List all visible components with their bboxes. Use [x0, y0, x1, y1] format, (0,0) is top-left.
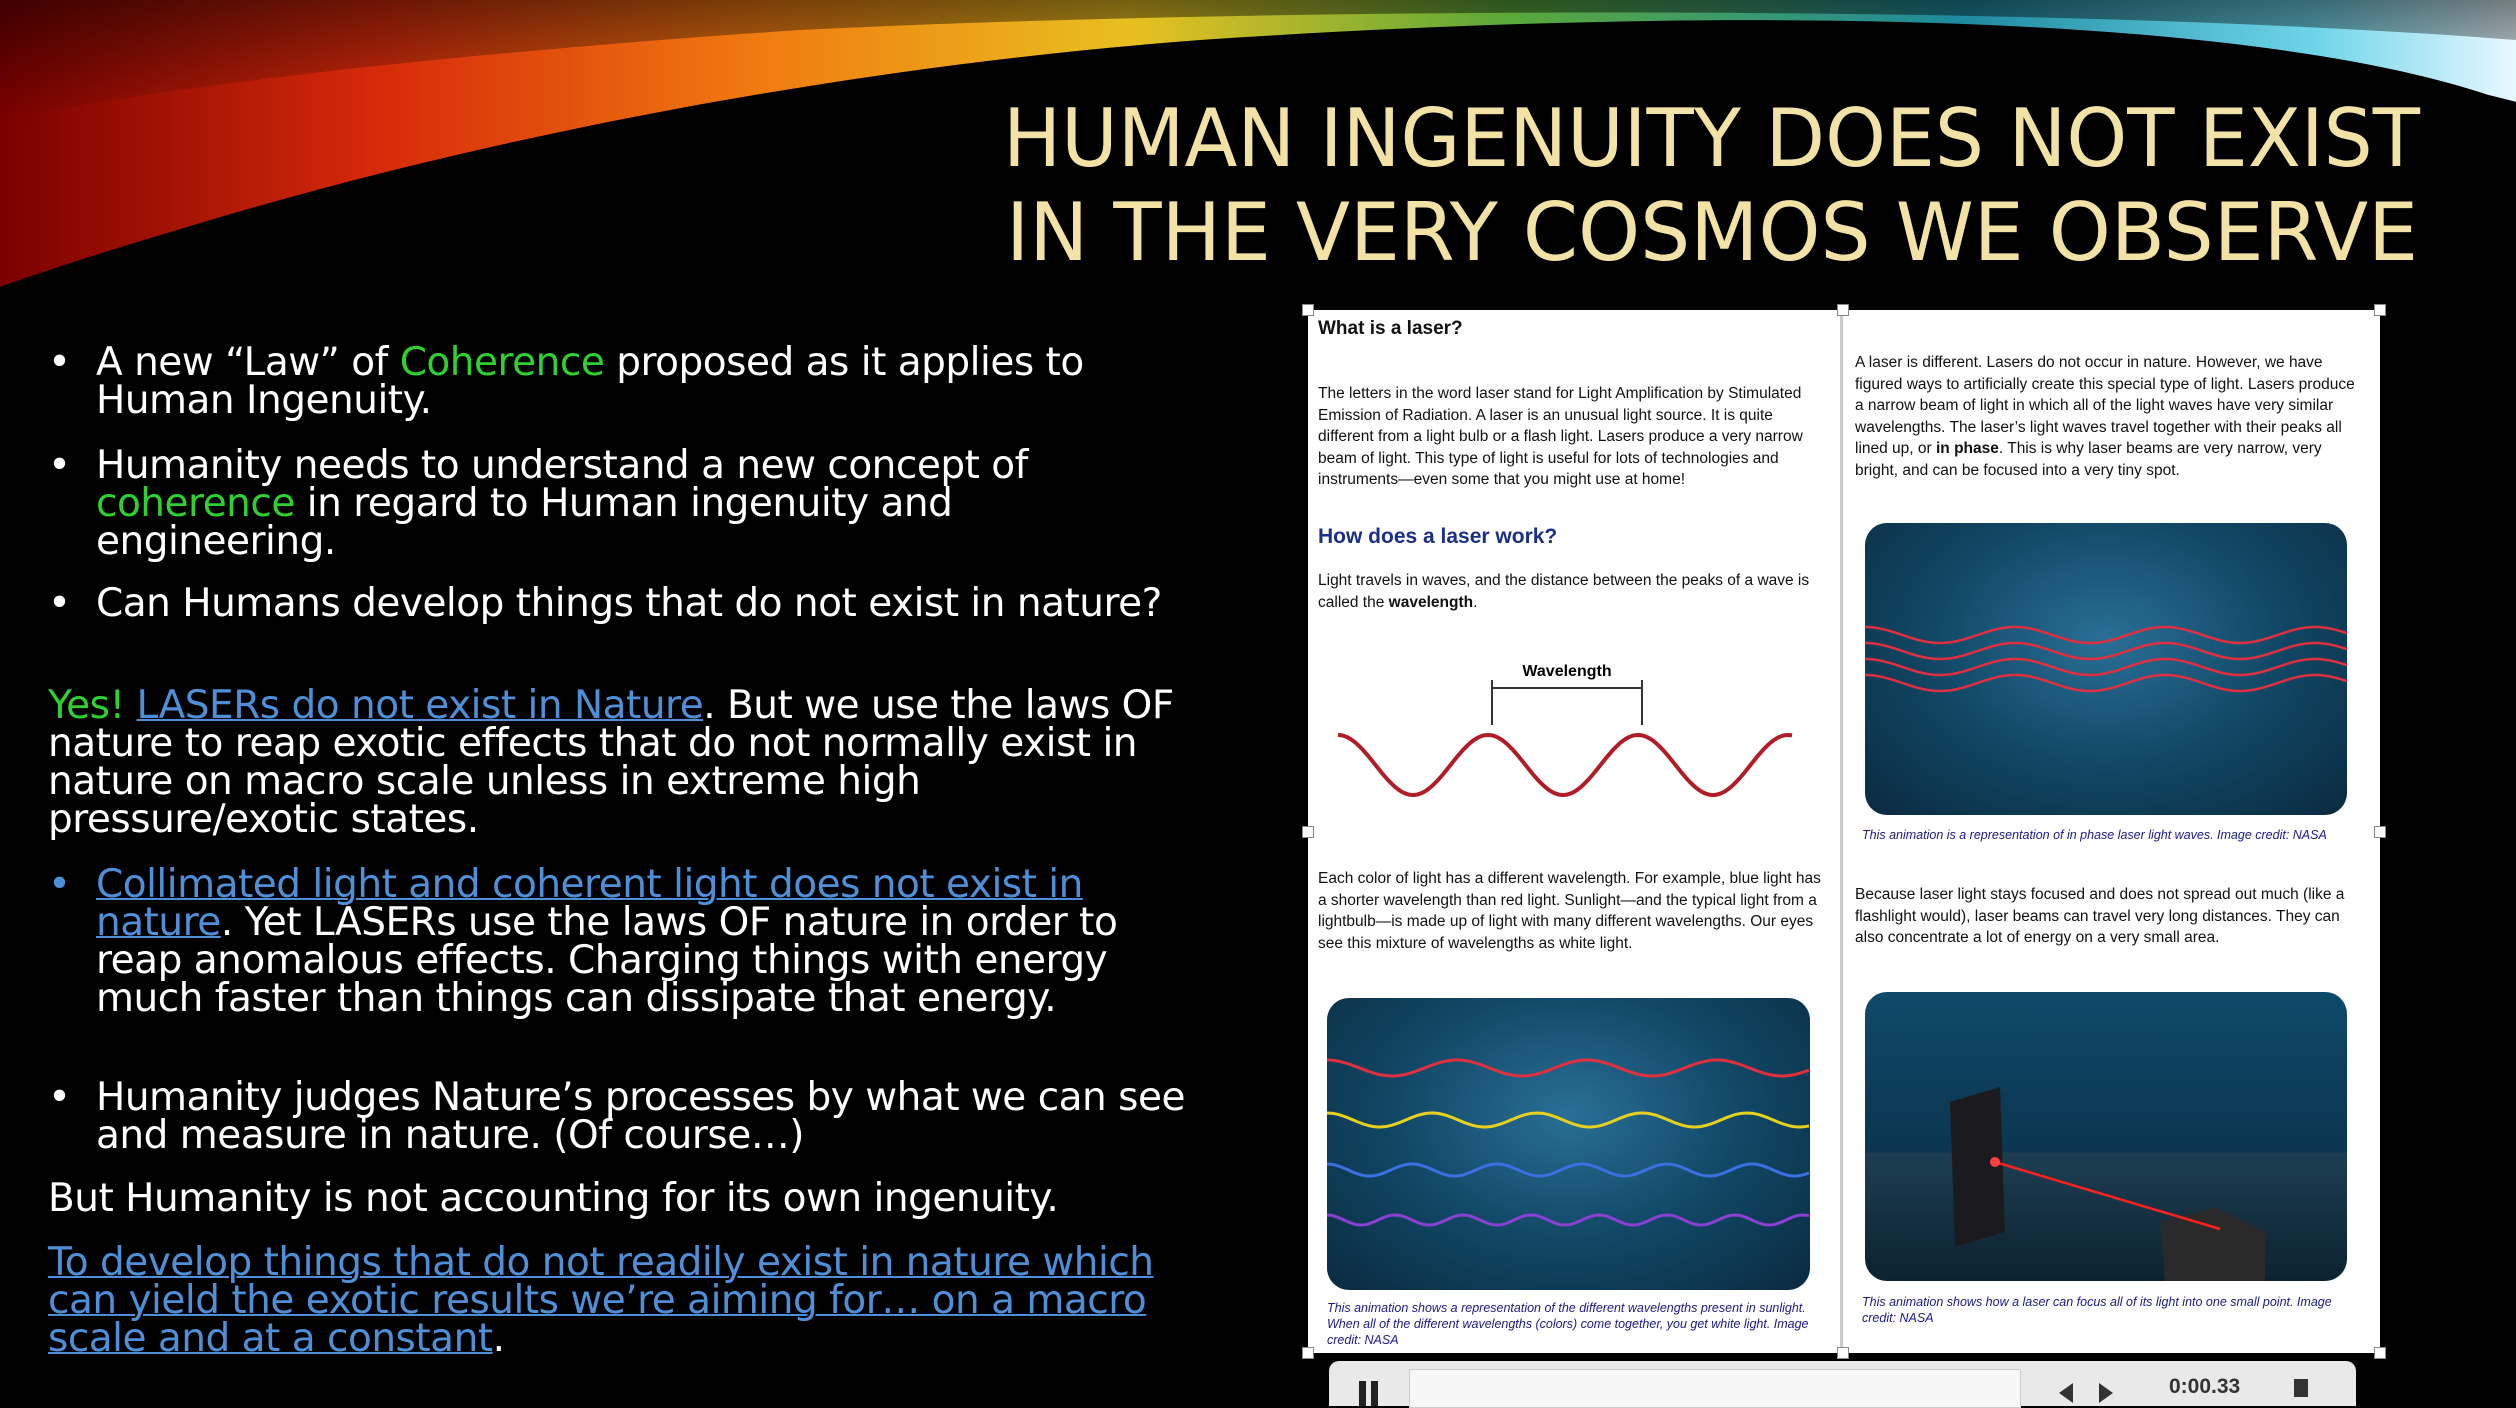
text-run: Humanity needs to understand a new conce… — [96, 443, 1028, 488]
wave — [1326, 1111, 1810, 1129]
article-heading: What is a laser? — [1318, 318, 1463, 339]
volume-button[interactable] — [2294, 1379, 2308, 1397]
text-run: . — [492, 1316, 505, 1361]
bullet: Humanity judges Nature’s processes by wh… — [48, 1078, 1196, 1155]
text-link[interactable]: Collimated light and coherent light does… — [96, 862, 1083, 945]
bullet: Collimated light and coherent light does… — [48, 865, 1196, 1021]
bullet: Can Humans develop things that do not ex… — [48, 584, 1196, 623]
article-text: The letters in the word laser stand for … — [1318, 385, 1803, 488]
wave — [1326, 1213, 1810, 1227]
text-run: . But we use the laws OF nature to reap … — [48, 683, 1174, 842]
paragraph: But Humanity is not accounting for its o… — [48, 1179, 1198, 1218]
article-subheading: How does a laser work? — [1318, 525, 1558, 548]
wave — [1337, 732, 1793, 797]
resize-handle[interactable] — [1302, 826, 1314, 838]
diagram-label: Wavelength — [1522, 663, 1611, 680]
text-run: Yes! — [48, 683, 137, 728]
resize-handle[interactable] — [2374, 826, 2386, 838]
image-caption: This animation shows a representation of… — [1327, 1301, 1809, 1347]
text-run: Can Humans develop things that do not ex… — [96, 581, 1162, 626]
wave — [1327, 1058, 1810, 1078]
paragraph: To develop things that do not readily ex… — [48, 1243, 1198, 1361]
resize-handle[interactable] — [2374, 1347, 2386, 1359]
text-link[interactable]: LASERs do not exist in Nature — [136, 683, 704, 728]
text-run: . — [1473, 593, 1478, 611]
wave-animation — [1865, 625, 2348, 693]
wave — [1865, 673, 2348, 693]
article-text: Light travels in waves, and the distance… — [1318, 570, 1826, 613]
bullet: Humanity needs to understand a new conce… — [48, 446, 1196, 564]
text-run: A new “Law” of — [96, 340, 400, 385]
text-run: A laser is different. Lasers do not occu… — [1855, 354, 2355, 457]
wave-animation — [1326, 1058, 1810, 1227]
bullet: A new “Law” of Coherence proposed as it … — [48, 343, 1196, 420]
text-run: Coherence — [399, 340, 605, 385]
article-text: Each color of light has a different wave… — [1318, 870, 1821, 952]
text-run: coherence — [96, 481, 295, 526]
text-link[interactable]: To develop things that do not readily ex… — [48, 1240, 1154, 1361]
text-run: wavelength — [1388, 593, 1474, 611]
wave — [1865, 641, 2348, 661]
text-run: proposed as it applies to Human Ingenuit… — [96, 340, 1084, 423]
forward-button[interactable] — [2099, 1383, 2123, 1403]
article-text: A laser is different. Lasers do not occu… — [1855, 352, 2355, 481]
animation-frame — [1865, 523, 2348, 815]
text-run: . This is why laser beams are very narro… — [1855, 440, 2322, 479]
slide-title: IN THE VERY COSMOS WE OBSERVE — [1006, 186, 2418, 279]
resize-handle[interactable] — [1837, 1347, 1849, 1359]
animation-frame — [1865, 992, 2347, 1281]
wave — [1865, 657, 2348, 677]
back-button[interactable] — [2049, 1383, 2073, 1403]
wave — [1326, 1162, 1810, 1178]
resize-handle[interactable] — [2374, 304, 2386, 316]
resize-handle[interactable] — [1302, 1347, 1314, 1359]
article-text: Because laser light stays focused and do… — [1855, 886, 2345, 946]
progress-bar[interactable] — [1409, 1369, 2021, 1408]
text-run: Light travels in waves, and the distance… — [1318, 572, 1810, 611]
text-run: Humanity judges Nature’s processes by wh… — [96, 1075, 1185, 1158]
resize-handle[interactable] — [1302, 304, 1314, 316]
paragraph: Yes! LASERs do not exist in Nature. But … — [48, 686, 1198, 839]
time-display: 0:00.33 — [2169, 1375, 2241, 1398]
image-caption: This animation is a representation of in… — [1862, 828, 2327, 842]
text-run: in phase — [1936, 440, 1999, 457]
wave — [1865, 625, 2348, 645]
laser-focus-animation — [1950, 1087, 2265, 1281]
slide-title: HUMAN INGENUITY DOES NOT EXIST — [1003, 92, 2421, 185]
animation-frame — [1326, 998, 1810, 1290]
wavelength-diagram: Wavelength — [1337, 663, 1793, 797]
resize-handle[interactable] — [1837, 304, 1849, 316]
image-caption: This animation shows how a laser can foc… — [1862, 1295, 2332, 1325]
pause-button[interactable] — [1359, 1381, 1366, 1406]
text-run: . Yet LASERs use the laws OF nature in o… — [96, 900, 1118, 1021]
text-run: But Humanity is not accounting for its o… — [48, 1176, 1059, 1221]
text-run: in regard to Human ingenuity and enginee… — [96, 481, 953, 564]
media-player: 0:00.33 — [1329, 1361, 2356, 1408]
